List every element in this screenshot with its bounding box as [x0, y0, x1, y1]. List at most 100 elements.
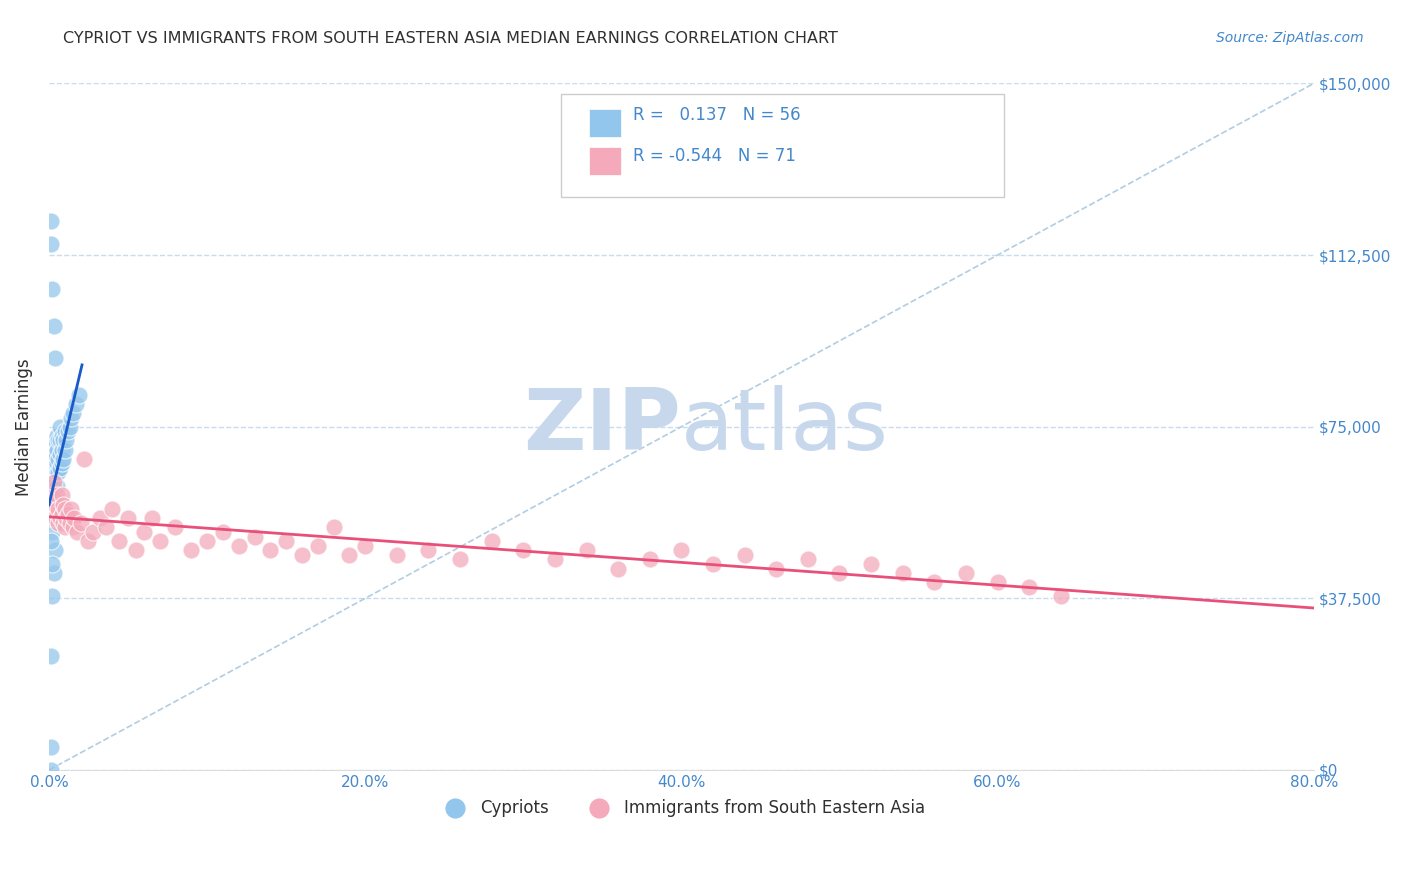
Point	[828, 566, 851, 581]
Point	[924, 575, 946, 590]
Point	[449, 552, 471, 566]
Point	[481, 534, 503, 549]
Point	[132, 524, 155, 539]
Point	[195, 534, 218, 549]
Point	[48, 516, 70, 530]
Legend: Cypriots, Immigrants from South Eastern Asia: Cypriots, Immigrants from South Eastern …	[432, 792, 931, 823]
Point	[44, 498, 66, 512]
Point	[39, 236, 62, 251]
Point	[418, 543, 440, 558]
Point	[291, 548, 314, 562]
Point	[48, 466, 70, 480]
Point	[45, 442, 67, 457]
Point	[41, 511, 63, 525]
Point	[39, 648, 62, 663]
Point	[1018, 580, 1040, 594]
Point	[58, 419, 80, 434]
Point	[734, 548, 756, 562]
Point	[512, 543, 534, 558]
Point	[52, 434, 75, 448]
Point	[1049, 589, 1071, 603]
Point	[117, 511, 139, 525]
Point	[53, 502, 76, 516]
Point	[354, 539, 377, 553]
Point	[42, 475, 65, 489]
Point	[307, 539, 329, 553]
Point	[52, 516, 75, 530]
Text: R = -0.544   N = 71: R = -0.544 N = 71	[633, 147, 796, 165]
Point	[49, 434, 72, 448]
Bar	[589, 147, 620, 175]
Point	[63, 511, 86, 525]
Point	[55, 511, 77, 525]
Point	[44, 456, 66, 470]
Point	[65, 397, 87, 411]
Point	[322, 520, 344, 534]
Point	[56, 425, 79, 439]
Point	[101, 502, 124, 516]
Point	[125, 543, 148, 558]
Point	[607, 561, 630, 575]
Point	[42, 451, 65, 466]
Text: R =   0.137   N = 56: R = 0.137 N = 56	[633, 106, 801, 124]
Point	[48, 451, 70, 466]
Point	[42, 470, 65, 484]
Point	[42, 442, 65, 457]
Point	[66, 524, 89, 539]
Point	[891, 566, 914, 581]
Point	[45, 488, 67, 502]
Point	[41, 502, 63, 516]
Point	[860, 557, 883, 571]
Point	[49, 461, 72, 475]
Point	[41, 488, 63, 502]
Point	[51, 456, 73, 470]
Point	[58, 516, 80, 530]
Point	[42, 318, 65, 333]
Point	[45, 466, 67, 480]
Point	[56, 507, 79, 521]
Point	[39, 498, 62, 512]
Point	[52, 451, 75, 466]
Point	[259, 543, 281, 558]
Point	[42, 461, 65, 475]
Point	[49, 419, 72, 434]
Point	[39, 740, 62, 755]
Point	[39, 511, 62, 525]
Point	[60, 502, 83, 516]
Point	[49, 511, 72, 525]
Text: Source: ZipAtlas.com: Source: ZipAtlas.com	[1216, 31, 1364, 45]
Point	[45, 479, 67, 493]
Point	[107, 534, 129, 549]
Point	[44, 447, 66, 461]
Point	[149, 534, 172, 549]
Point	[41, 589, 63, 603]
Point	[165, 520, 187, 534]
Point	[44, 511, 66, 525]
Point	[48, 502, 70, 516]
Point	[274, 534, 297, 549]
Point	[45, 456, 67, 470]
Point	[77, 534, 100, 549]
Point	[575, 543, 598, 558]
Point	[180, 543, 202, 558]
Point	[49, 447, 72, 461]
Point	[67, 387, 90, 401]
Point	[44, 543, 66, 558]
Point	[638, 552, 661, 566]
Point	[53, 520, 76, 534]
Point	[212, 524, 235, 539]
Point	[69, 516, 91, 530]
Point	[53, 442, 76, 457]
Point	[39, 763, 62, 777]
Point	[60, 410, 83, 425]
FancyBboxPatch shape	[561, 94, 1004, 197]
Point	[62, 520, 84, 534]
Point	[797, 552, 820, 566]
Point	[52, 498, 75, 512]
Point	[55, 434, 77, 448]
Point	[41, 488, 63, 502]
Point	[671, 543, 693, 558]
Point	[702, 557, 724, 571]
Point	[955, 566, 977, 581]
Point	[385, 548, 408, 562]
